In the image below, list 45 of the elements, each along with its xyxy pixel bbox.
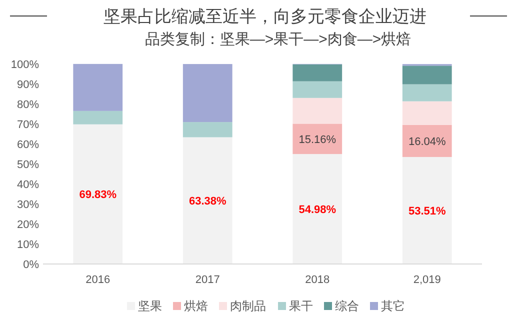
bar [292, 154, 342, 264]
legend-label: 肉制品 [230, 299, 266, 313]
bar [292, 64, 342, 82]
bar [402, 101, 452, 125]
x-tick-label: 2017 [195, 274, 220, 286]
y-tick-label: 60% [16, 139, 40, 151]
legend-label: 坚果 [138, 299, 162, 313]
data-label: 54.98% [298, 204, 336, 216]
bar [182, 122, 232, 138]
legend-label: 综合 [335, 299, 359, 313]
bar [402, 124, 452, 157]
data-label: 69.83% [79, 189, 117, 202]
bar [402, 66, 452, 84]
y-tick-label: 30% [16, 199, 40, 211]
data-label: 16.04% [408, 136, 446, 148]
legend-label: 烘焙 [184, 299, 208, 313]
y-tick-label: 100% [10, 59, 40, 71]
bar [402, 156, 452, 264]
bar [73, 124, 123, 264]
y-tick-label: 80% [16, 99, 40, 111]
y-tick-label: 20% [16, 219, 40, 231]
bar [292, 81, 342, 98]
bar [292, 98, 342, 124]
x-tick-label: 2016 [86, 274, 110, 286]
y-tick-label: 70% [16, 119, 40, 131]
y-tick-label: 90% [16, 79, 40, 91]
legend-label: 其它 [381, 299, 405, 313]
y-tick-label: 50% [16, 159, 40, 171]
bar [292, 124, 342, 154]
legend-label: 果干 [289, 299, 313, 313]
x-tick-label: 2,019 [413, 274, 441, 286]
bar [182, 64, 232, 122]
data-label: 63.38% [188, 196, 226, 208]
bar [402, 84, 452, 102]
bar [73, 110, 123, 124]
y-tick-label: 40% [16, 179, 40, 191]
y-tick-label: 0% [23, 259, 40, 271]
bar [73, 64, 123, 111]
chart-title: 坚果占比缩减至近半，向多元零食企业迈进 [104, 7, 426, 26]
bar [182, 137, 232, 264]
data-label: 53.51% [408, 205, 446, 218]
chart-subtitle: 品类复制：坚果—>果干—>肉食—>烘焙 [144, 31, 412, 48]
y-tick-label: 10% [16, 239, 40, 251]
x-tick-label: 2018 [305, 274, 330, 286]
data-label: 15.16% [298, 134, 336, 146]
